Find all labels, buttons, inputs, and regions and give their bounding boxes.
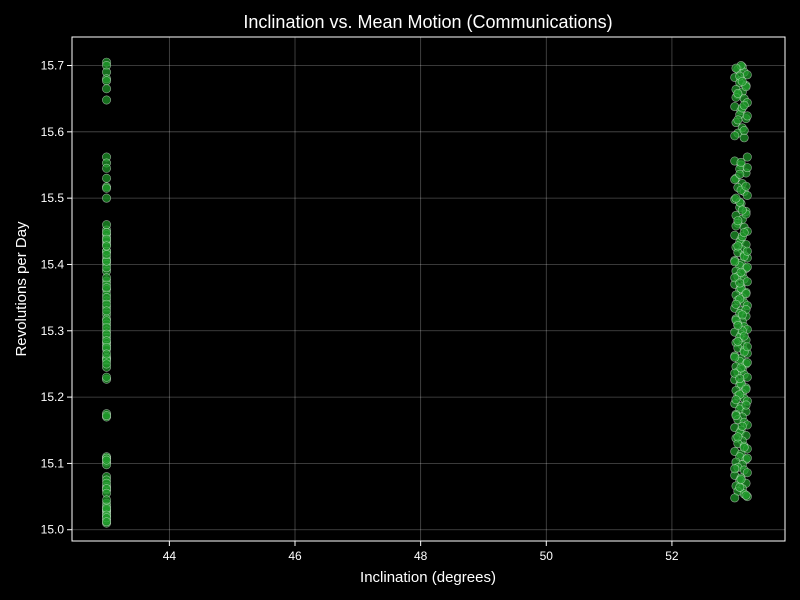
data-point (731, 395, 741, 405)
data-point (735, 278, 745, 288)
plot-area-border (71, 36, 786, 542)
data-point (741, 400, 751, 410)
data-point (739, 228, 749, 238)
data-point (739, 100, 749, 110)
data-point (735, 169, 745, 179)
y-tick-label: 15.4 (41, 257, 65, 271)
y-tick-label: 15.2 (41, 390, 65, 404)
data-point (102, 193, 112, 203)
y-tick-label: 15.0 (41, 523, 65, 537)
data-point (742, 163, 752, 173)
data-point (731, 193, 741, 203)
data-point (733, 320, 743, 330)
data-point (736, 157, 746, 167)
data-point (733, 241, 743, 251)
data-point (102, 241, 112, 251)
data-point (741, 490, 751, 500)
data-point (736, 267, 746, 277)
data-point (102, 455, 112, 465)
data-point (735, 374, 745, 384)
data-point (102, 84, 112, 94)
data-point (742, 358, 752, 368)
data-point (102, 495, 112, 505)
y-tick-label: 15.6 (41, 125, 65, 139)
x-axis-label: Inclination (degrees) (360, 569, 496, 586)
data-point (742, 453, 752, 463)
data-point (733, 88, 743, 98)
data-point (102, 183, 112, 193)
data-point (741, 384, 751, 394)
data-point (733, 216, 743, 226)
x-tick-label: 48 (414, 549, 428, 563)
x-axis-ticks: 44 46 48 50 52 (163, 541, 679, 563)
x-tick-label: 52 (665, 549, 679, 563)
data-point (730, 464, 740, 474)
data-point (742, 342, 752, 352)
data-point (739, 442, 749, 452)
y-axis-ticks: 15.0 15.1 15.2 15.3 15.4 15.5 15.6 15.7 (41, 59, 72, 537)
data-points (102, 57, 752, 528)
data-point (736, 363, 746, 373)
data-point (733, 336, 743, 346)
data-point (742, 468, 752, 478)
data-point (736, 474, 746, 484)
data-point (102, 306, 112, 316)
x-tick-label: 50 (540, 549, 554, 563)
data-point (742, 190, 752, 200)
data-point (102, 372, 112, 382)
data-point (733, 432, 743, 442)
data-point (730, 131, 740, 141)
data-point (102, 517, 112, 527)
data-point (102, 95, 112, 105)
data-point (731, 299, 741, 309)
data-point (742, 152, 752, 162)
data-point (102, 220, 112, 230)
data-point (102, 76, 112, 86)
y-tick-label: 15.1 (41, 456, 65, 470)
x-tick-label: 46 (288, 549, 302, 563)
data-point (102, 173, 112, 183)
data-point (102, 250, 112, 260)
y-tick-label: 15.5 (41, 191, 65, 205)
y-axis-label: Revolutions per Day (13, 221, 30, 357)
data-point (739, 126, 749, 136)
data-point (735, 482, 745, 492)
grid (72, 37, 785, 541)
data-point (733, 115, 743, 125)
data-point (737, 310, 747, 320)
data-point (102, 349, 112, 359)
data-point (102, 273, 112, 283)
data-point (102, 163, 112, 173)
data-point (742, 246, 752, 256)
data-point (737, 205, 747, 215)
data-point (102, 359, 112, 369)
x-tick-label: 44 (163, 549, 177, 563)
y-tick-label: 15.3 (41, 324, 65, 338)
y-tick-label: 15.7 (41, 59, 65, 73)
data-point (731, 63, 741, 73)
data-point (737, 76, 747, 86)
data-point (730, 493, 740, 503)
data-point (741, 181, 751, 191)
data-point (742, 111, 752, 121)
chart-title: Inclination vs. Mean Motion (Communicati… (243, 12, 612, 32)
data-point (730, 257, 740, 267)
data-point (731, 411, 741, 421)
data-point (737, 421, 747, 431)
data-point (742, 262, 752, 272)
data-point (102, 283, 112, 293)
data-point (739, 331, 749, 341)
data-point (741, 289, 751, 299)
data-point (102, 411, 112, 421)
data-point (730, 352, 740, 362)
